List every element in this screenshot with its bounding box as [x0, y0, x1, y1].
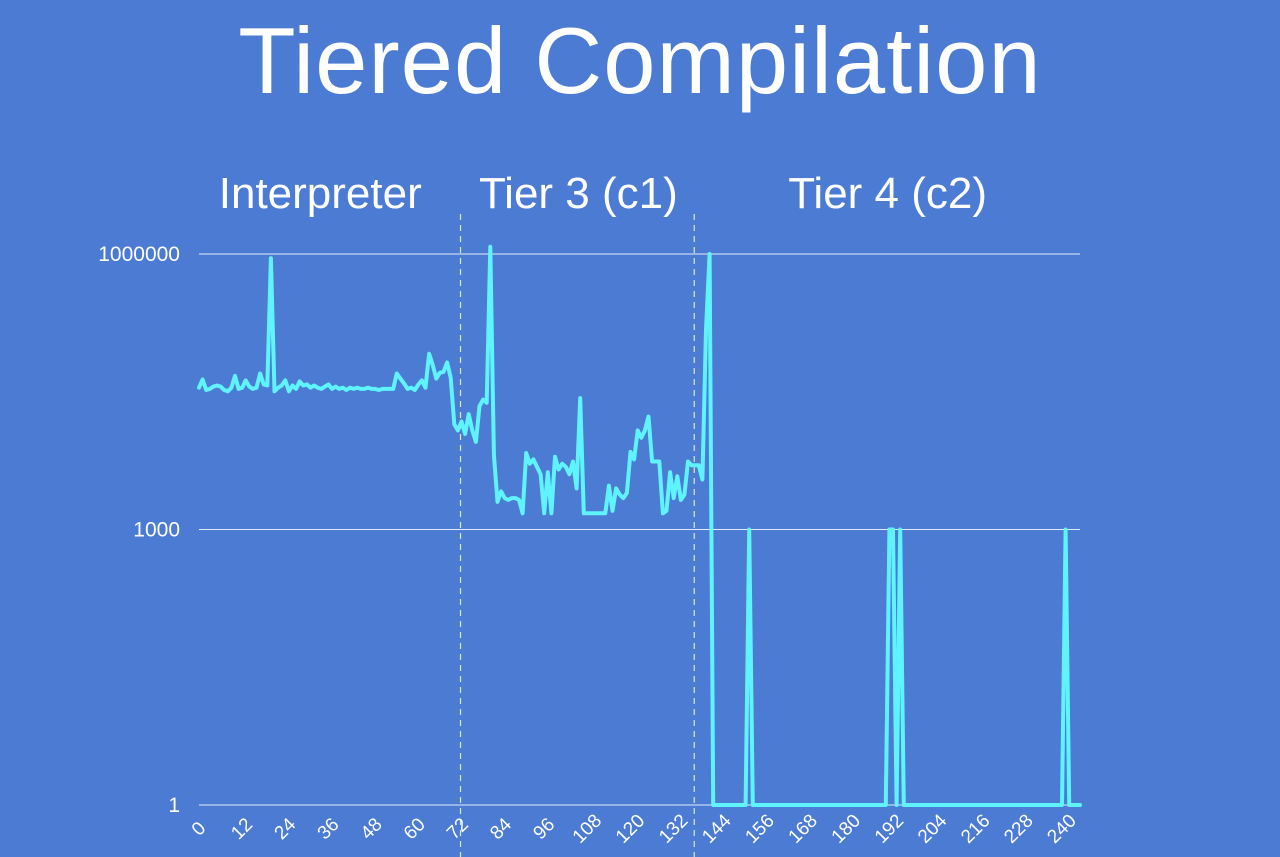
x-tick-label: 12	[227, 814, 257, 844]
x-tick-label: 60	[400, 814, 430, 844]
x-tick-label: 156	[741, 810, 778, 847]
x-axis-tick-labels: 0 12 24 36 48 60 72 84 96 108 120 132 144 156 168 180 19…	[188, 810, 1081, 848]
x-tick-label: 168	[785, 810, 822, 847]
region-dividers	[459, 214, 695, 857]
x-tick-label: 36	[314, 814, 344, 844]
region-labels: Interpreter Tier 3 (c1) Tier 4 (c2)	[219, 169, 987, 218]
x-tick-label: 72	[443, 814, 473, 844]
region-label: Interpreter	[219, 169, 422, 218]
x-tick-label: 228	[1000, 810, 1037, 847]
x-tick-label: 204	[914, 810, 952, 848]
slide-title: Tiered Compilation	[238, 8, 1042, 113]
x-tick-label: 132	[655, 810, 692, 847]
x-tick-label: 48	[357, 814, 387, 844]
x-tick-label: 96	[529, 814, 559, 844]
y-tick-label: 1000000	[98, 243, 180, 266]
y-axis-tick-labels: 1 1000 1000000	[98, 243, 180, 817]
series-lines	[197, 244, 1082, 807]
x-tick-label: 84	[486, 814, 516, 844]
region-label: Tier 3 (c1)	[479, 169, 678, 218]
series-line	[197, 244, 1082, 807]
x-tick-label: 180	[828, 810, 865, 847]
x-tick-label: 120	[612, 810, 649, 847]
region-label: Tier 4 (c2)	[788, 169, 987, 218]
gridlines	[199, 253, 1080, 806]
x-tick-label: 108	[569, 810, 606, 847]
x-tick-label: 144	[698, 810, 736, 848]
x-tick-label: 216	[957, 810, 994, 847]
y-tick-label: 1000	[133, 519, 180, 542]
x-tick-label: 192	[871, 810, 908, 847]
x-tick-label: 24	[271, 814, 301, 844]
x-tick-label: 240	[1043, 810, 1080, 847]
x-tick-label: 0	[188, 818, 210, 840]
y-tick-label: 1	[168, 794, 180, 817]
